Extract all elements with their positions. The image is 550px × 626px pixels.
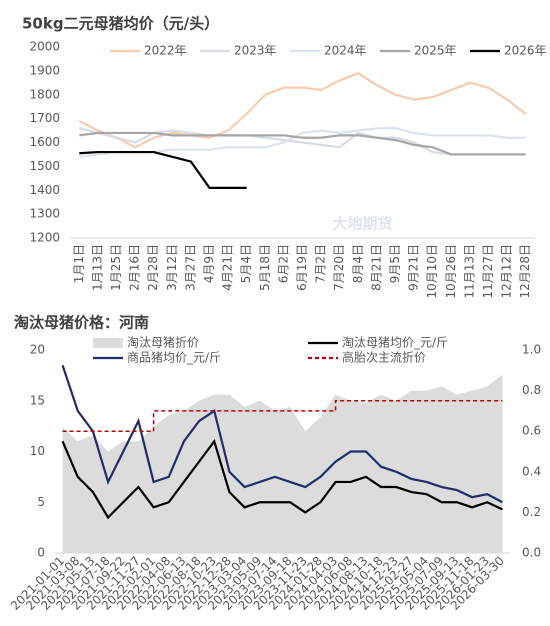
chart-title: 50kg二元母猪均价（元/头）: [22, 15, 219, 33]
x-tick-label: 5月18日: [258, 244, 272, 291]
chart-title: 淘汰母猪价格：河南: [13, 314, 149, 332]
x-tick-label: 5月4日: [239, 244, 253, 283]
y-tick-label: 1700: [29, 111, 60, 125]
legend-label: 2022年: [144, 44, 187, 58]
legend-label: 商品猪均价_元/斤: [127, 350, 221, 365]
y2-tick-label: 0.8: [522, 383, 541, 397]
x-tick-label: 11月27日: [481, 244, 495, 299]
y-tick-label: 0: [37, 546, 45, 560]
legend-label: 2024年: [324, 44, 367, 58]
x-tick-label: 9月5日: [388, 244, 402, 283]
x-tick-label: 8月4日: [351, 244, 365, 283]
x-tick-label: 11月13日: [462, 244, 476, 299]
y-tick-label: 20: [30, 343, 45, 357]
x-tick-label: 9月21日: [407, 244, 421, 291]
legend-label: 淘汰母猪折价: [127, 335, 199, 350]
line: [79, 150, 247, 189]
y2-tick-label: 0.2: [522, 505, 541, 519]
line: [61, 364, 503, 504]
legend-label: 高胎次主流折价: [342, 350, 426, 365]
x-tick-label: 3月27日: [183, 244, 197, 291]
y2-tick-label: 0.4: [522, 464, 541, 478]
legend-label: 2026年: [504, 44, 547, 58]
y-tick-label: 1400: [29, 183, 60, 197]
x-tick-label: 1月25日: [109, 244, 123, 291]
line: [62, 400, 503, 432]
x-tick-label: 4月9日: [202, 244, 216, 283]
line: [78, 72, 527, 149]
y2-tick-label: 0.0: [522, 546, 541, 560]
x-tick-label: 6月2日: [276, 244, 290, 283]
line: [79, 131, 526, 156]
y-tick-label: 1800: [29, 87, 60, 101]
x-tick-label: 2月28日: [146, 244, 160, 291]
x-tick-label: 12月28日: [518, 244, 532, 299]
x-tick-label: 10月10日: [425, 244, 439, 299]
legend-swatch: [93, 338, 123, 348]
area: [62, 374, 503, 553]
x-tick-label: 2月16日: [128, 244, 142, 291]
y-tick-label: 1200: [29, 231, 60, 245]
watermark: 大地期货: [333, 215, 393, 233]
x-tick-label: 6月19日: [295, 244, 309, 291]
y2-tick-label: 1.0: [522, 343, 541, 357]
y-tick-label: 2000: [29, 40, 60, 54]
y-tick-label: 1300: [29, 207, 60, 221]
y2-tick-label: 0.6: [522, 424, 541, 438]
y-tick-label: 5: [37, 495, 45, 509]
line: [61, 438, 503, 520]
y-tick-label: 15: [30, 393, 45, 407]
legend-label: 2025年: [414, 44, 457, 58]
x-tick-label: 8月21日: [369, 244, 383, 291]
x-tick-label: 7月2日: [314, 244, 328, 283]
x-tick-label: 10月26日: [444, 244, 458, 299]
y-tick-label: 1600: [29, 135, 60, 149]
legend-label: 淘汰母猪均价_元/斤: [342, 336, 448, 350]
legend-label: 2023年: [234, 44, 277, 58]
x-tick-label: 3月12日: [165, 244, 179, 291]
y-tick-label: 10: [30, 444, 45, 458]
x-tick-label: 1月13日: [90, 244, 104, 291]
y-tick-label: 1900: [29, 63, 60, 77]
x-tick-label: 12月12日: [500, 244, 514, 299]
x-tick-label: 7月20日: [332, 244, 346, 291]
x-tick-label: 1月1日: [72, 244, 86, 283]
x-tick-label: 4月21日: [221, 244, 235, 291]
y-tick-label: 1500: [29, 159, 60, 173]
